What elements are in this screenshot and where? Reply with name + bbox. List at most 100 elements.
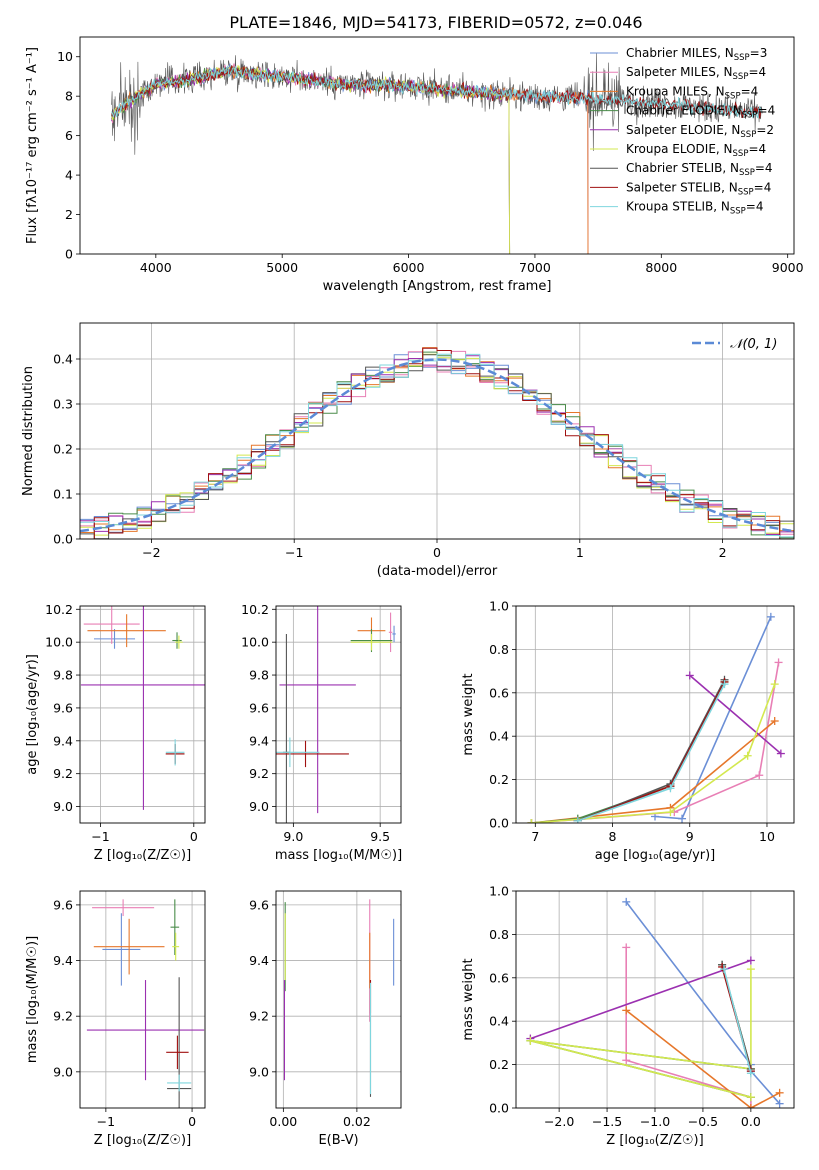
- y-tick-label: 9.0: [53, 1064, 73, 1079]
- x-tick-label: 9.0: [283, 829, 303, 844]
- x-axis-label: Z [log₁₀(Z/Z☉)]: [606, 1133, 703, 1148]
- y-tick-label: 6: [65, 128, 73, 143]
- y-tick-label: 9.2: [249, 766, 269, 781]
- axes-frame: [79, 890, 206, 1109]
- x-tick-label: 7000: [519, 260, 551, 275]
- y-tick-label: 9.0: [249, 799, 269, 814]
- axes-frame: [79, 322, 795, 540]
- x-tick-label: −2.0: [544, 1114, 574, 1129]
- axes-frame: [275, 890, 402, 1109]
- y-axis-label: mass weight: [461, 673, 476, 755]
- x-tick-label: 0.00: [269, 1114, 297, 1129]
- x-axis-label: E(B-V): [318, 1133, 358, 1148]
- y-tick-label: 9.6: [249, 897, 269, 912]
- x-tick-label: 9000: [772, 260, 804, 275]
- x-tick-label: −2: [142, 545, 160, 560]
- legend-entry: Chabrier MILES, NSSP=3: [626, 46, 767, 63]
- y-axis-label: Flux [fλ10⁻¹⁷ erg cm⁻² s⁻¹ A⁻¹]: [25, 47, 40, 244]
- x-tick-label: 1: [576, 545, 584, 560]
- panel-histogram: −2 −1 0 1 2 0.0 0.1 0.2 0.3 0.4 (data-model)/error…: [21, 322, 795, 579]
- y-tick-label: 9.6: [53, 897, 73, 912]
- panel-weight_vs_age: 7 8 9 10 0.0 0.2 0.4 0.6 0.8 1.0 age [log₁₀(age/yr…: [461, 599, 795, 863]
- y-tick-label: 9.8: [53, 668, 73, 683]
- y-tick-label: 0: [65, 247, 73, 262]
- axes-frame: [79, 605, 206, 824]
- legend-entry: Kroupa STELIB, NSSP=4: [626, 200, 764, 217]
- y-tick-label: 10.0: [241, 635, 269, 650]
- y-tick-label: 9.6: [53, 700, 73, 715]
- y-tick-label: 9.2: [53, 766, 73, 781]
- legend-entry: Salpeter ELODIE, NSSP=2: [626, 123, 774, 140]
- plot-area: [111, 53, 763, 254]
- y-tick-label: 9.2: [53, 1009, 73, 1024]
- y-tick-label: 0.0: [53, 532, 73, 547]
- legend-entry: Salpeter STELIB, NSSP=4: [626, 180, 771, 197]
- y-tick-label: 0.0: [489, 1101, 509, 1116]
- y-tick-label: 9.0: [53, 799, 73, 814]
- x-tick-label: 0.02: [343, 1114, 371, 1129]
- weight-line: [689, 674, 782, 755]
- y-tick-label: 9.6: [249, 700, 269, 715]
- y-tick-label: 0.2: [489, 772, 509, 787]
- x-tick-label: 6000: [393, 260, 425, 275]
- panel-spectrum: 4000 5000 6000 7000 8000 9000 0 2 4 6 8 10 wavelengt…: [25, 36, 804, 294]
- y-tick-label: 0.4: [53, 352, 73, 367]
- y-tick-label: 0.0: [489, 816, 509, 831]
- model-fit-line: [111, 65, 763, 119]
- weight-line: [531, 683, 776, 823]
- y-axis-label: mass [log₁₀(M/M☉)]: [25, 936, 40, 1063]
- y-tick-label: 1.0: [489, 599, 509, 614]
- x-tick-label: −1.5: [592, 1114, 622, 1129]
- panel-weight_vs_Z: −2.0 −1.5 −1.0 −0.5 0.0 0.0 0.2 0.4 0.6 0.8 1.0 Z […: [461, 884, 795, 1148]
- y-tick-label: 0.6: [489, 970, 509, 985]
- legend-entry: Kroupa ELODIE, NSSP=4: [626, 142, 766, 159]
- x-tick-label: 8000: [645, 260, 677, 275]
- y-axis-label: Normed distribution: [21, 366, 36, 496]
- y-tick-label: 9.4: [53, 953, 73, 968]
- y-tick-label: 9.8: [249, 668, 269, 683]
- x-axis-label: mass [log₁₀(M/M☉)]: [275, 848, 402, 863]
- y-axis-label: age [log₁₀(age/yr)]: [25, 654, 40, 775]
- plot-area: [86, 899, 205, 1108]
- panel-age_vs_mass: 9.0 9.5 9.0 9.2 9.4 9.6 9.8 10.0 10.2 mass [log₁₀…: [241, 602, 402, 863]
- y-tick-label: 9.4: [53, 733, 73, 748]
- x-tick-label: −1: [97, 1114, 115, 1129]
- weight-line: [625, 1009, 780, 1108]
- panel-mass_vs_ebv: 0.00 0.02 9.0 9.2 9.4 9.6 E(B-V): [249, 890, 402, 1148]
- axes-frame: [79, 36, 795, 255]
- weight-line: [530, 969, 752, 1098]
- y-tick-label: 9.4: [249, 733, 269, 748]
- y-tick-label: 2: [65, 207, 73, 222]
- y-tick-label: 0.4: [489, 1014, 509, 1029]
- weight-line: [530, 959, 752, 1040]
- x-axis-label: Z [log₁₀(Z/Z☉)]: [94, 1133, 191, 1148]
- plot-area: [283, 899, 395, 1097]
- y-tick-label: 0.2: [489, 1057, 509, 1072]
- x-tick-label: 0: [433, 545, 441, 560]
- y-tick-label: 0.6: [489, 685, 509, 700]
- x-tick-label: 0: [188, 1114, 196, 1129]
- x-tick-label: 4000: [140, 260, 172, 275]
- x-tick-label: 2: [719, 545, 727, 560]
- normal-curve: [80, 358, 794, 533]
- y-tick-label: 0.8: [489, 642, 509, 657]
- legend-entry: Chabrier ELODIE, NSSP=4: [626, 104, 775, 121]
- x-axis-label: wavelength [Angstrom, rest frame]: [323, 279, 552, 294]
- plot-area: [80, 347, 794, 539]
- panel-mass_vs_Z: −1 0 9.0 9.2 9.4 9.6 Z [log₁₀(Z/Z☉)] mass [log₁…: [25, 890, 206, 1148]
- model-fit-line: [111, 65, 763, 119]
- plot-area: [80, 606, 205, 810]
- y-tick-label: 0.1: [53, 487, 73, 502]
- y-axis-label: mass weight: [461, 958, 476, 1040]
- x-axis-label: Z [log₁₀(Z/Z☉)]: [94, 848, 191, 863]
- x-tick-label: −1: [91, 829, 109, 844]
- axes-frame: [515, 890, 795, 1109]
- plot-area: [527, 612, 785, 823]
- y-tick-label: 10.2: [45, 602, 73, 617]
- x-tick-label: 10: [759, 829, 775, 844]
- y-tick-label: 4: [65, 168, 73, 183]
- legend-entry: Salpeter MILES, NSSP=4: [626, 65, 766, 82]
- x-tick-label: −1.0: [640, 1114, 670, 1129]
- histogram-step-line: [80, 354, 794, 539]
